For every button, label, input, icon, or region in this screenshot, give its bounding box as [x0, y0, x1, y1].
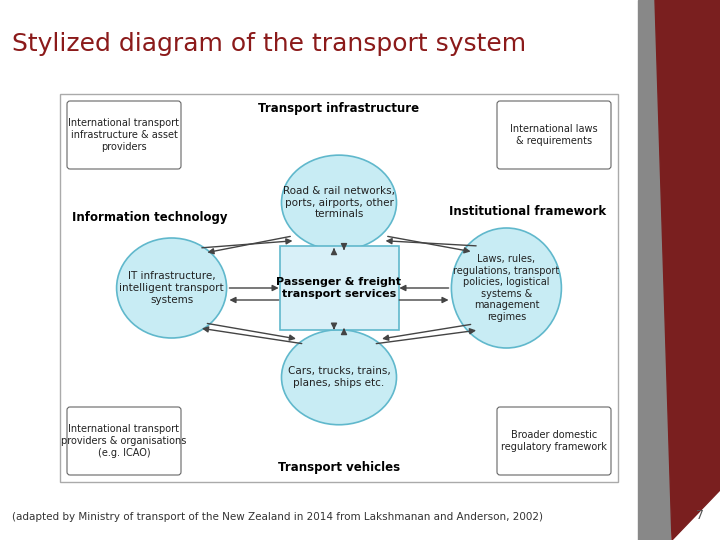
Text: Institutional framework: Institutional framework: [449, 205, 606, 218]
Polygon shape: [655, 0, 720, 540]
Polygon shape: [638, 0, 670, 540]
Ellipse shape: [282, 155, 397, 250]
Text: Passenger & freight
transport services: Passenger & freight transport services: [276, 277, 402, 299]
FancyBboxPatch shape: [60, 94, 618, 482]
FancyBboxPatch shape: [67, 407, 181, 475]
Text: Cars, trucks, trains,
planes, ships etc.: Cars, trucks, trains, planes, ships etc.: [287, 367, 390, 388]
Text: International transport
infrastructure & asset
providers: International transport infrastructure &…: [68, 118, 179, 152]
Text: International transport
providers & organisations
(e.g. ICAO): International transport providers & orga…: [61, 424, 186, 457]
Text: Stylized diagram of the transport system: Stylized diagram of the transport system: [12, 32, 526, 56]
FancyBboxPatch shape: [497, 407, 611, 475]
Text: 7: 7: [696, 509, 704, 522]
Ellipse shape: [451, 228, 562, 348]
FancyBboxPatch shape: [497, 101, 611, 169]
Text: Laws, rules,
regulations, transport
policies, logistical
systems &
management
re: Laws, rules, regulations, transport poli…: [454, 254, 559, 322]
Text: (adapted by Ministry of transport of the New Zealand in 2014 from Lakshmanan and: (adapted by Ministry of transport of the…: [12, 512, 543, 522]
Ellipse shape: [282, 330, 397, 425]
Text: International laws
& requirements: International laws & requirements: [510, 124, 598, 146]
Text: Transport vehicles: Transport vehicles: [278, 461, 400, 474]
Text: Transport infrastructure: Transport infrastructure: [258, 102, 420, 115]
Text: IT infrastructure,
intelligent transport
systems: IT infrastructure, intelligent transport…: [120, 272, 224, 305]
FancyBboxPatch shape: [67, 101, 181, 169]
Text: Information technology: Information technology: [72, 211, 228, 224]
Ellipse shape: [117, 238, 227, 338]
Text: Road & rail networks,
ports, airports, other
terminals: Road & rail networks, ports, airports, o…: [283, 186, 395, 219]
FancyBboxPatch shape: [279, 246, 398, 330]
Text: Broader domestic
regulatory framework: Broader domestic regulatory framework: [501, 430, 607, 452]
